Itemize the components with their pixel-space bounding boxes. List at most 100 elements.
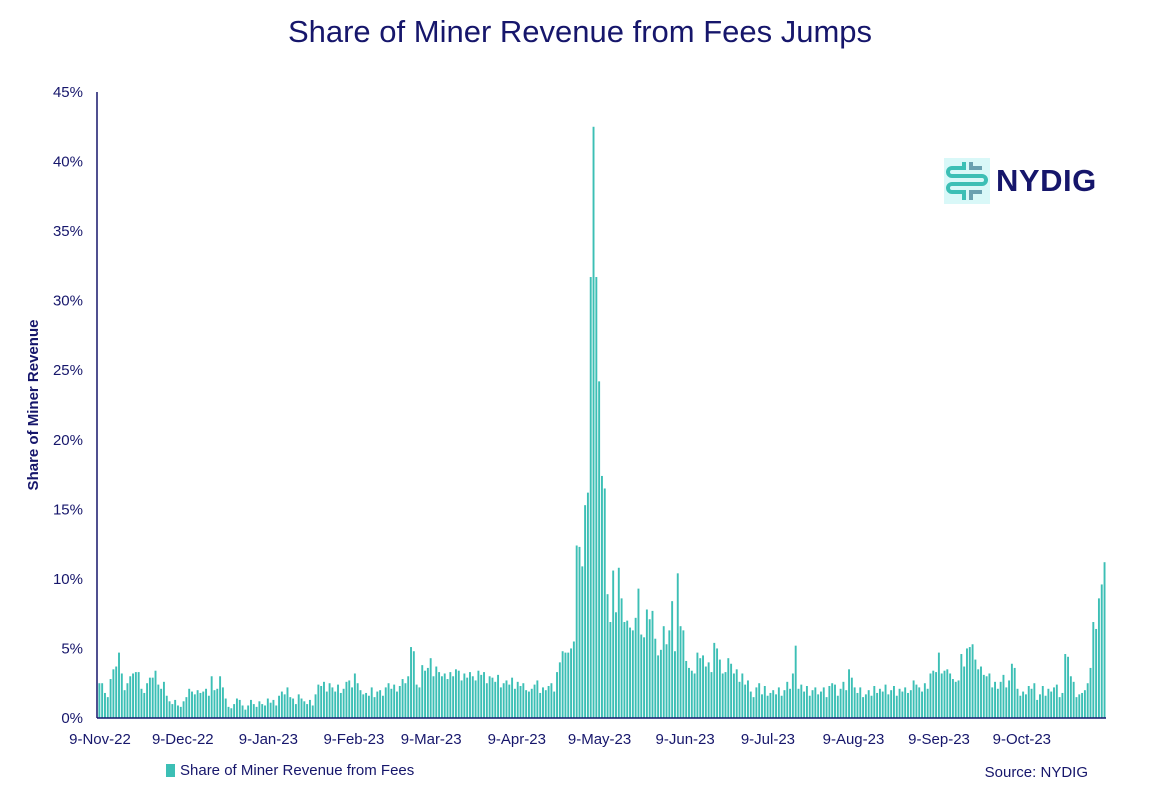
bar — [808, 695, 811, 718]
bar — [842, 681, 845, 718]
bar — [578, 546, 581, 718]
bar — [143, 692, 146, 718]
bar — [294, 704, 297, 718]
bar — [250, 699, 252, 718]
bar — [348, 680, 351, 718]
bar — [1005, 687, 1008, 718]
bar — [657, 655, 660, 718]
bar — [598, 381, 601, 718]
bar — [328, 683, 331, 718]
bar — [168, 701, 171, 718]
bar — [1013, 667, 1016, 718]
bar — [238, 699, 241, 718]
bar — [443, 673, 446, 718]
bar — [659, 649, 662, 718]
bar — [463, 673, 466, 718]
bar — [1058, 697, 1061, 718]
bar — [912, 680, 915, 718]
bar — [146, 683, 149, 718]
bar — [971, 644, 974, 718]
bar — [345, 681, 348, 718]
bar — [1064, 654, 1067, 718]
bar — [1022, 691, 1025, 718]
bar — [620, 598, 623, 718]
bar — [199, 692, 202, 718]
bar — [1002, 674, 1005, 718]
bar — [410, 647, 412, 718]
bar — [878, 688, 881, 718]
bar — [890, 690, 893, 718]
bar — [544, 690, 547, 718]
bar — [671, 601, 674, 718]
bar — [963, 666, 966, 718]
bar — [727, 658, 730, 718]
x-tick-label: 9-Nov-22 — [69, 731, 131, 748]
bar — [1055, 684, 1058, 718]
bar — [480, 674, 483, 718]
bar — [811, 690, 814, 718]
bar — [609, 622, 612, 718]
bar — [791, 673, 794, 718]
bar — [1083, 690, 1086, 718]
y-tick-label: 25% — [53, 362, 83, 379]
y-tick-label: 45% — [53, 84, 83, 101]
y-tick-label: 40% — [53, 154, 83, 171]
bar — [469, 672, 471, 718]
bar — [603, 488, 606, 718]
bar — [497, 674, 500, 718]
bar — [216, 688, 219, 718]
bar — [909, 690, 912, 718]
bar — [567, 652, 570, 718]
x-tick-label: 9-Aug-23 — [823, 731, 885, 748]
bar — [334, 691, 337, 718]
bar — [112, 669, 115, 718]
bar — [556, 672, 558, 718]
bar — [219, 676, 222, 718]
bar — [177, 705, 179, 718]
bar — [255, 706, 258, 718]
bar — [814, 687, 817, 718]
bar — [592, 126, 595, 719]
bar — [836, 695, 839, 718]
bar — [221, 687, 224, 718]
bar — [654, 638, 657, 718]
bar — [665, 644, 668, 718]
bar — [794, 645, 797, 718]
bar — [275, 705, 278, 718]
bar — [676, 573, 679, 718]
bar — [1081, 692, 1084, 718]
bar — [205, 688, 208, 718]
bar — [690, 670, 693, 718]
bar — [932, 670, 935, 718]
bar — [904, 687, 907, 718]
bar — [561, 651, 564, 718]
bar — [367, 695, 370, 718]
x-tick-label: 9-Jan-23 — [239, 731, 298, 748]
x-tick-label: 9-Jun-23 — [656, 731, 715, 748]
bar — [679, 626, 682, 718]
x-tick-labels: 9-Nov-22 9-Dec-22 9-Jan-23 9-Feb-23 9-Mar-23… — [69, 731, 1051, 748]
bar — [645, 609, 648, 718]
bar — [780, 695, 783, 718]
bar — [278, 695, 281, 718]
bar — [617, 567, 620, 718]
bar — [297, 694, 300, 718]
bar — [547, 686, 550, 718]
bar — [185, 697, 188, 718]
bar — [129, 676, 132, 718]
bar — [502, 683, 505, 718]
bar — [991, 687, 994, 718]
bar — [864, 694, 867, 718]
bar — [553, 691, 556, 718]
x-tick-label: 9-Feb-23 — [323, 731, 384, 748]
bar — [438, 672, 441, 718]
bar — [1036, 699, 1039, 718]
bar — [148, 677, 151, 718]
bar — [1010, 663, 1013, 718]
bar — [415, 684, 418, 718]
nydig-logo: NYDIG — [944, 158, 1097, 204]
bar — [693, 673, 696, 718]
bar — [960, 654, 963, 718]
bar — [384, 687, 387, 718]
bar — [982, 674, 985, 718]
